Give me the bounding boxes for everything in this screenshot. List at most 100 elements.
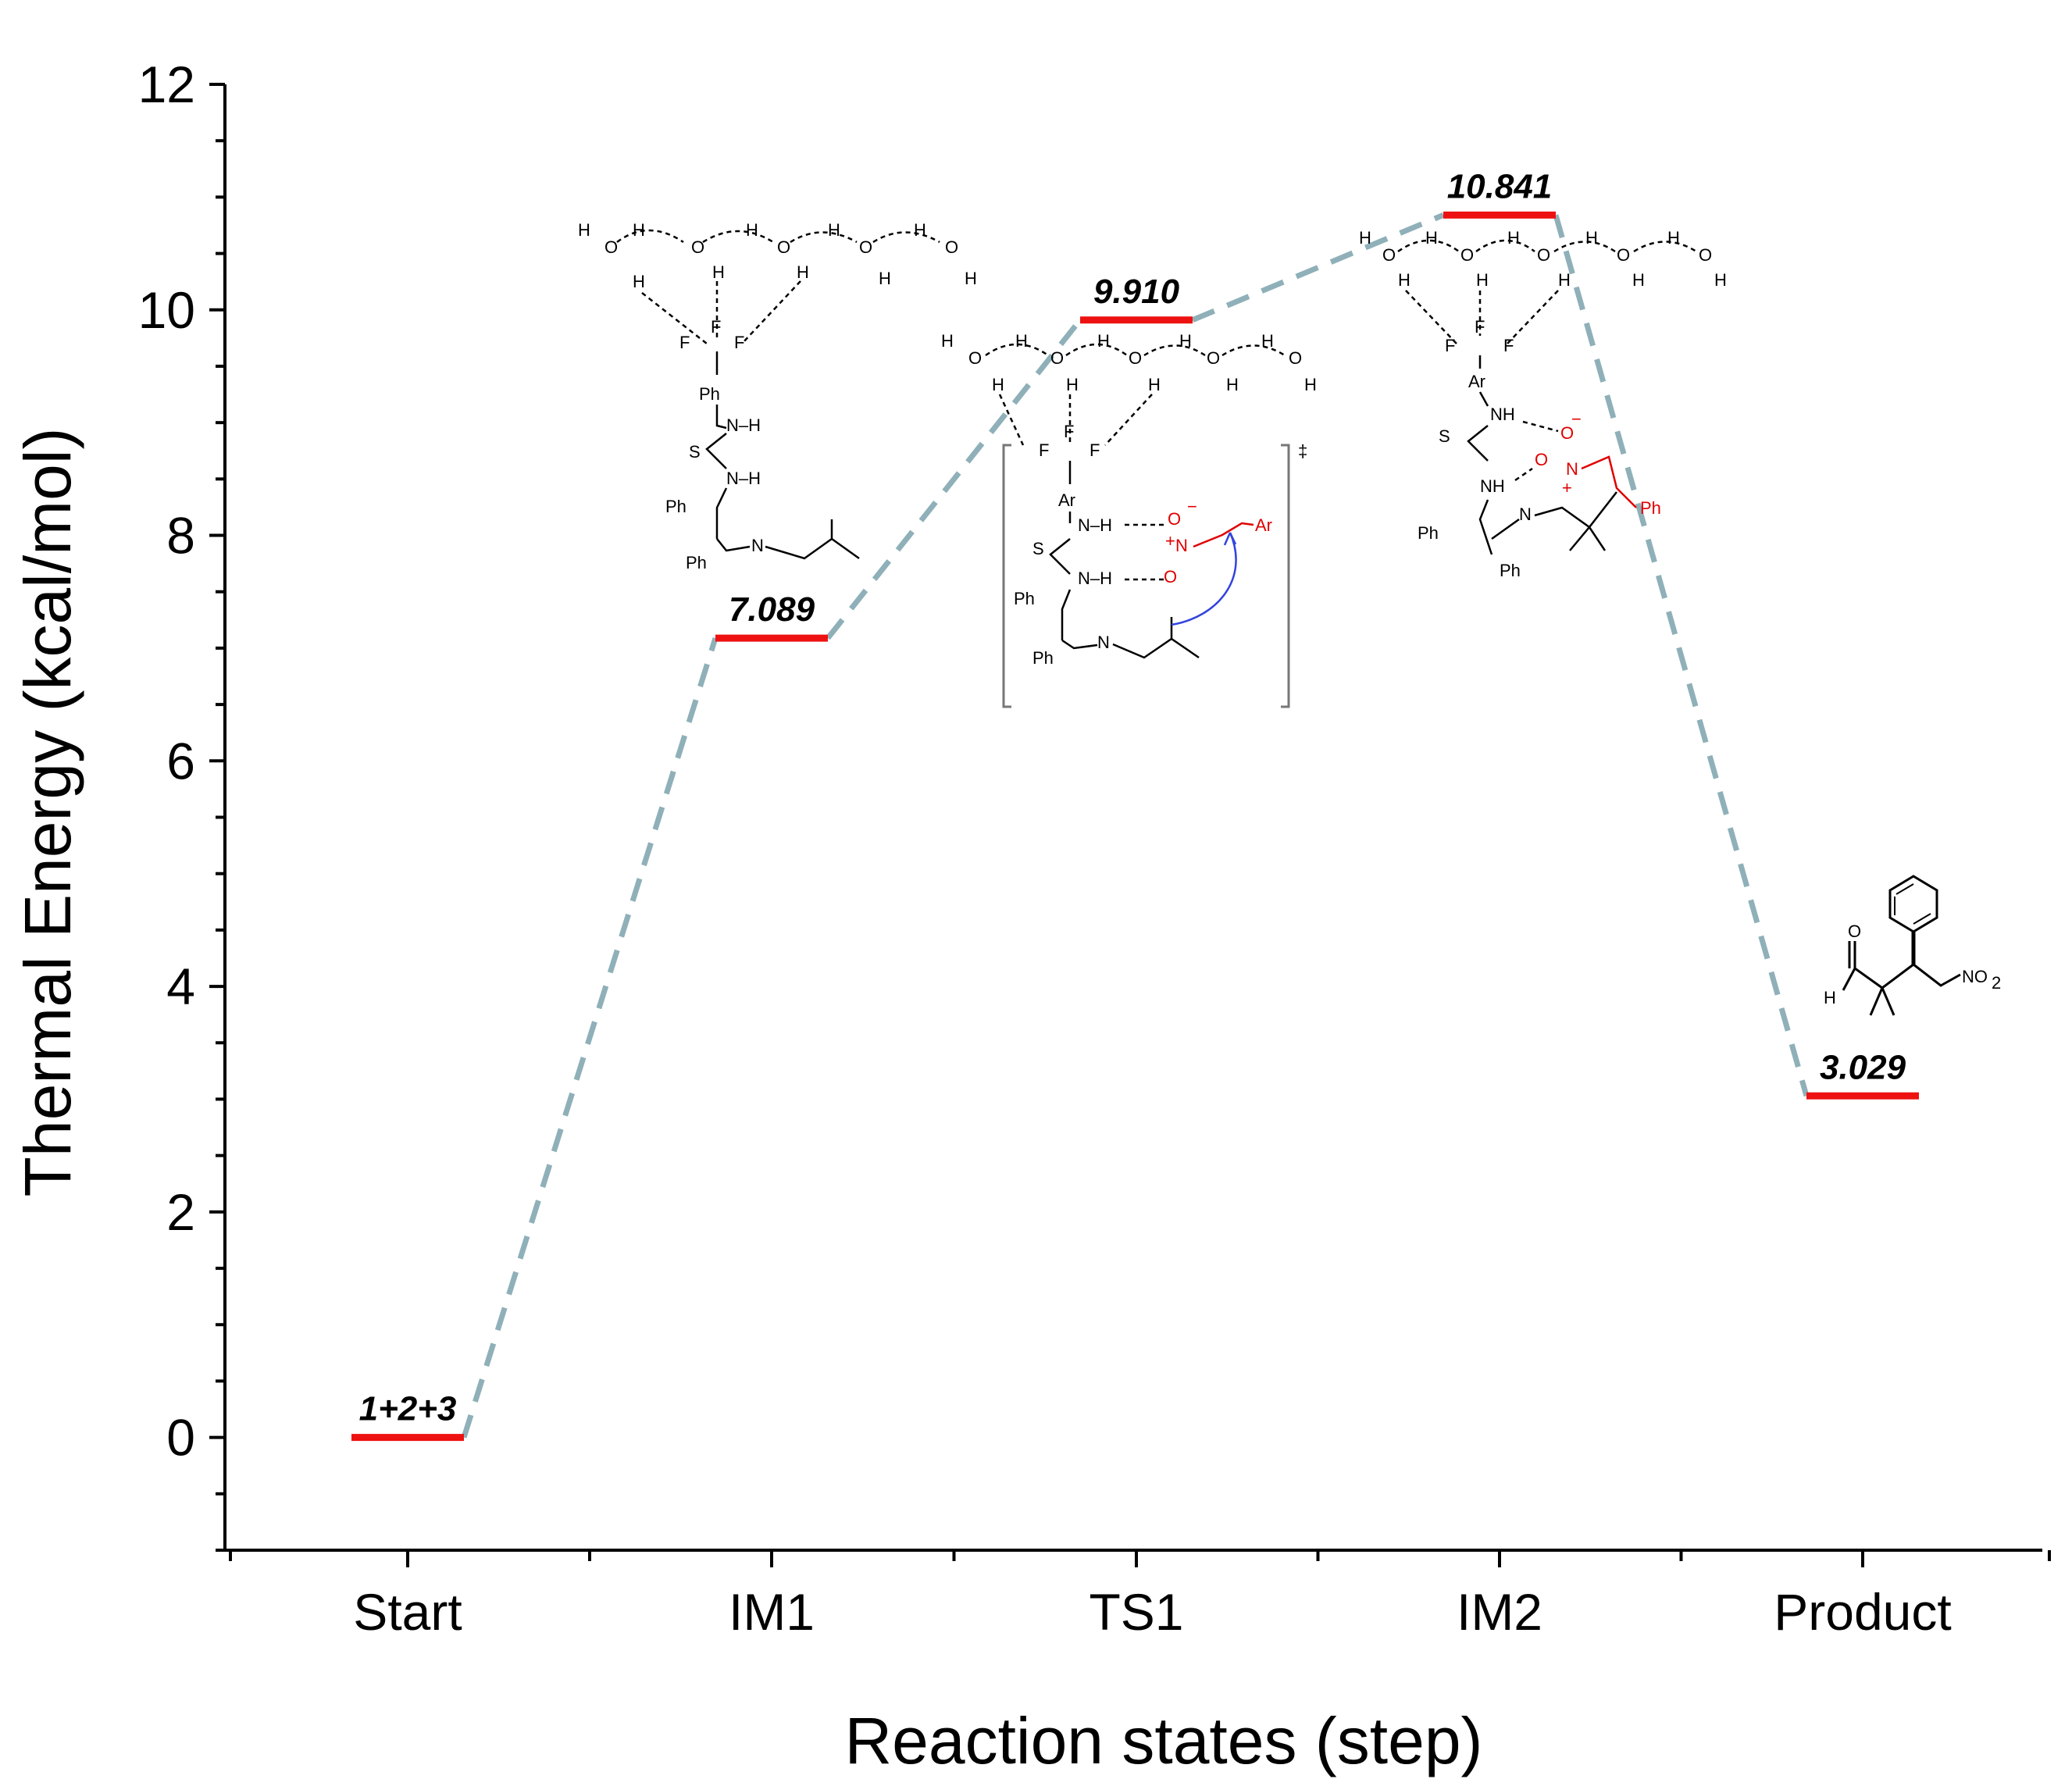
svg-text:O: O: [968, 348, 982, 368]
svg-text:O: O: [1537, 245, 1550, 265]
y-tick-label: 12: [138, 55, 195, 113]
svg-text:O: O: [1560, 423, 1574, 443]
svg-text:H: H: [1824, 988, 1836, 1007]
svg-text:N–H: N–H: [1078, 515, 1112, 535]
svg-text:H: H: [828, 220, 840, 240]
svg-text:O: O: [1382, 245, 1396, 265]
svg-text:O: O: [604, 237, 618, 257]
svg-text:Ar: Ar: [1058, 490, 1075, 510]
connector-im2-product: [1553, 214, 1810, 1097]
svg-text:O: O: [1848, 922, 1861, 941]
svg-text:H: H: [1476, 270, 1489, 290]
svg-text:H: H: [1558, 270, 1571, 290]
svg-text:H: H: [578, 220, 590, 240]
connector-lines: [461, 212, 1810, 1439]
svg-text:NH: NH: [1480, 476, 1505, 496]
y-tick-label: 10: [138, 281, 195, 339]
svg-text:N: N: [1566, 459, 1578, 479]
svg-text:Ph: Ph: [686, 553, 707, 572]
im2-structure: H O H O H O H O H O H H H H H F F F Ar N…: [1359, 228, 1727, 580]
svg-text:O: O: [1535, 450, 1548, 469]
svg-text:O: O: [1164, 567, 1177, 586]
ts1-structure: H O H O H O H O H O H H H H H F F F Ar N…: [941, 331, 1317, 708]
value-label-ts1: 9.910: [1093, 273, 1180, 311]
svg-text:O: O: [1168, 509, 1181, 529]
svg-text:O: O: [1207, 348, 1220, 368]
svg-text:+: +: [1562, 478, 1572, 497]
x-tick-label-im2: IM2: [1457, 1583, 1542, 1641]
svg-text:O: O: [1460, 245, 1474, 265]
svg-text:H: H: [914, 220, 926, 240]
svg-text:−: −: [1571, 409, 1582, 429]
svg-text:Ph: Ph: [1418, 523, 1439, 543]
svg-text:F: F: [1089, 440, 1100, 460]
svg-text:H: H: [1585, 228, 1598, 248]
x-tick-label-product: Product: [1774, 1583, 1951, 1641]
y-tick-label: 8: [166, 507, 195, 565]
svg-text:N: N: [1519, 504, 1532, 524]
value-label-product: 3.029: [1820, 1048, 1906, 1086]
svg-text:‡: ‡: [1298, 441, 1307, 461]
svg-text:H: H: [797, 262, 809, 282]
svg-text:O: O: [1050, 348, 1064, 368]
svg-text:H: H: [1632, 270, 1645, 290]
im1-structure: H O H O H O H O H O H H H H H F F F Ph N…: [578, 220, 977, 572]
y-tick-label: 4: [166, 957, 195, 1015]
svg-text:N: N: [751, 536, 764, 555]
svg-text:−: −: [1187, 497, 1197, 516]
svg-text:H: H: [965, 269, 977, 288]
svg-text:H: H: [633, 220, 645, 240]
svg-text:H: H: [1359, 228, 1371, 248]
y-tick-label: 0: [166, 1409, 195, 1467]
svg-text:H: H: [1015, 331, 1028, 351]
svg-text:F: F: [1503, 336, 1514, 355]
svg-text:O: O: [1617, 245, 1630, 265]
svg-text:N: N: [1175, 536, 1188, 555]
svg-text:H: H: [1425, 228, 1438, 248]
svg-text:N–H: N–H: [1078, 569, 1112, 588]
svg-text:H: H: [1304, 375, 1317, 394]
svg-text:S: S: [1032, 539, 1044, 558]
svg-text:O: O: [1129, 348, 1142, 368]
x-tick-label-start: Start: [353, 1583, 462, 1641]
connector-start-im1: [461, 637, 719, 1439]
svg-text:F: F: [711, 317, 721, 337]
svg-text:H: H: [1667, 228, 1680, 248]
svg-text:H: H: [1097, 331, 1110, 351]
value-label-im1: 7.089: [729, 590, 815, 629]
svg-text:N: N: [1097, 633, 1110, 652]
svg-text:F: F: [1064, 422, 1074, 441]
connector-im1-ts1: [826, 318, 1082, 640]
svg-text:Ph: Ph: [1032, 648, 1054, 668]
svg-text:H: H: [992, 375, 1004, 394]
svg-text:S: S: [689, 442, 701, 462]
svg-text:O: O: [777, 237, 790, 257]
svg-text:2: 2: [1992, 973, 2001, 993]
svg-text:H: H: [746, 220, 758, 240]
svg-text:H: H: [1507, 228, 1520, 248]
energy-levels: 1+2+3 7.089 9.910 10.841 3.029: [351, 167, 1919, 1442]
svg-text:Ar: Ar: [1468, 372, 1485, 391]
x-tick-label-ts1: TS1: [1089, 1583, 1183, 1641]
svg-text:H: H: [879, 269, 891, 288]
svg-text:H: H: [1066, 375, 1079, 394]
svg-text:F: F: [1475, 317, 1485, 337]
svg-text:H: H: [712, 262, 725, 282]
svg-text:O: O: [1699, 245, 1712, 265]
x-tick-label-im1: IM1: [729, 1583, 815, 1641]
value-label-start: 1+2+3: [359, 1390, 457, 1428]
svg-text:O: O: [945, 237, 958, 257]
svg-text:F: F: [1039, 440, 1049, 460]
im1-water-chain: H O H O H O H O H O H H H H H: [578, 220, 977, 344]
axes: 0 2 4 6 8 10 12 Start IM1 TS1 IM2 Product: [138, 55, 2051, 1641]
svg-text:H: H: [1714, 270, 1727, 290]
svg-text:NH: NH: [1490, 405, 1515, 424]
svg-text:Ph: Ph: [1640, 498, 1661, 518]
svg-text:H: H: [1226, 375, 1239, 394]
svg-text:Ar: Ar: [1255, 515, 1272, 535]
connector-ts1-im2: [1191, 212, 1445, 323]
svg-text:H: H: [1179, 331, 1192, 351]
svg-text:N–H: N–H: [726, 469, 761, 488]
svg-text:F: F: [1445, 336, 1455, 355]
